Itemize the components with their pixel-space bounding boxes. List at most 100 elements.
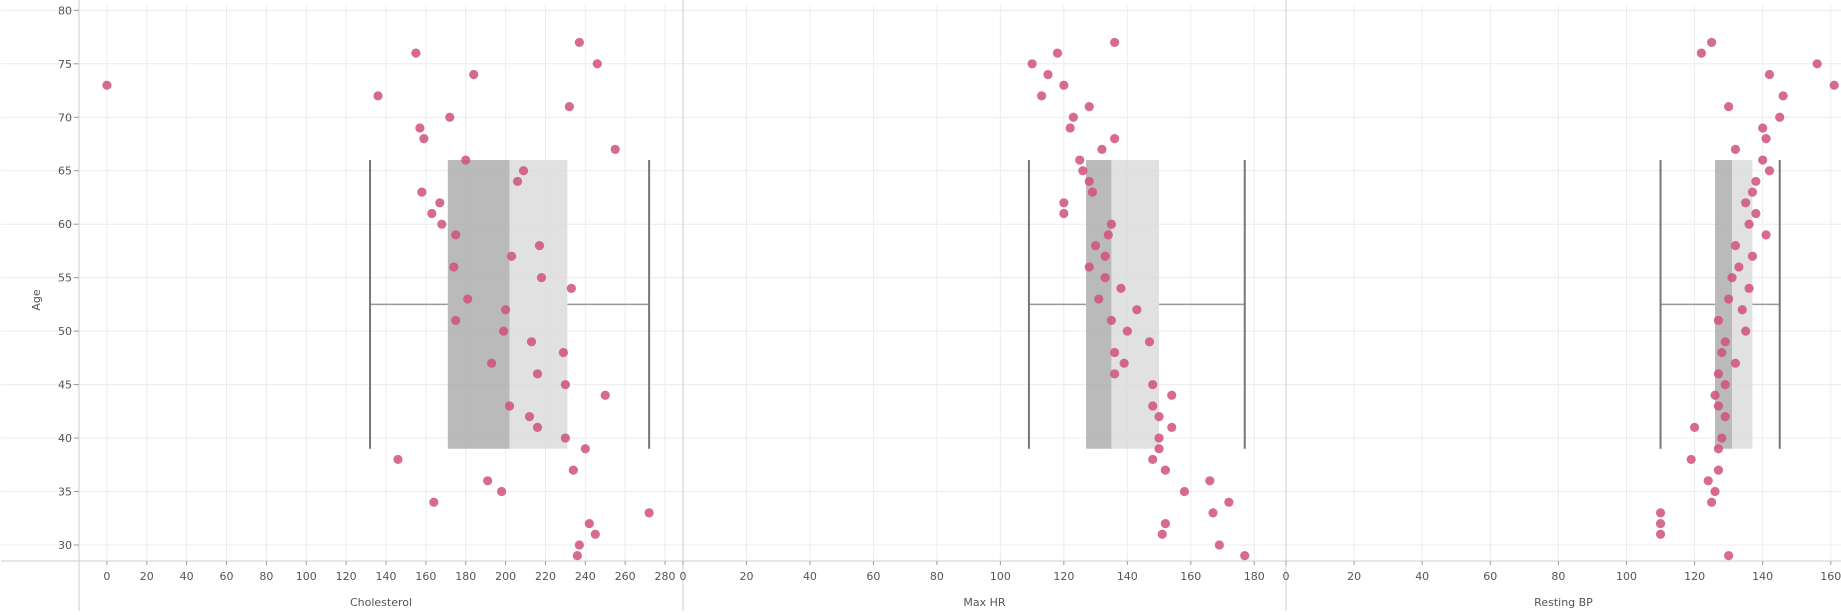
data-point bbox=[1215, 540, 1224, 549]
data-point bbox=[417, 188, 426, 197]
data-point bbox=[1094, 294, 1103, 303]
x-tick-label: 120 bbox=[336, 570, 357, 583]
data-point bbox=[1724, 102, 1733, 111]
data-point bbox=[1830, 81, 1839, 90]
data-point bbox=[561, 380, 570, 389]
data-point bbox=[419, 134, 428, 143]
data-point bbox=[507, 252, 516, 261]
data-point bbox=[1154, 433, 1163, 442]
data-point bbox=[1813, 59, 1822, 68]
data-point bbox=[567, 284, 576, 293]
data-point bbox=[1037, 91, 1046, 100]
data-point bbox=[537, 273, 546, 282]
data-point bbox=[513, 177, 522, 186]
x-tick-label: 40 bbox=[180, 570, 194, 583]
data-point bbox=[591, 530, 600, 539]
data-point bbox=[1104, 230, 1113, 239]
data-point bbox=[1107, 316, 1116, 325]
data-point bbox=[1148, 401, 1157, 410]
data-point bbox=[1656, 530, 1665, 539]
data-point bbox=[1748, 252, 1757, 261]
data-point bbox=[1167, 423, 1176, 432]
x-tick-label: 180 bbox=[455, 570, 476, 583]
data-point bbox=[1741, 327, 1750, 336]
data-point bbox=[1085, 177, 1094, 186]
data-point bbox=[561, 433, 570, 442]
data-point bbox=[1097, 145, 1106, 154]
x-tick-label: 140 bbox=[1117, 570, 1138, 583]
data-point bbox=[469, 70, 478, 79]
data-point bbox=[427, 209, 436, 218]
data-point bbox=[601, 391, 610, 400]
x-tick-label: 240 bbox=[575, 570, 596, 583]
data-point bbox=[1154, 412, 1163, 421]
data-point bbox=[1697, 49, 1706, 58]
y-tick-label: 40 bbox=[58, 432, 72, 445]
data-point bbox=[1751, 177, 1760, 186]
data-point bbox=[1066, 123, 1075, 132]
data-point bbox=[445, 113, 454, 122]
data-point bbox=[1224, 498, 1233, 507]
data-point bbox=[1161, 466, 1170, 475]
data-point bbox=[461, 155, 470, 164]
x-tick-label: 60 bbox=[220, 570, 234, 583]
data-point bbox=[435, 198, 444, 207]
data-point bbox=[1154, 444, 1163, 453]
data-point bbox=[1101, 273, 1110, 282]
data-point bbox=[1110, 38, 1119, 47]
data-point bbox=[581, 444, 590, 453]
data-point bbox=[1069, 113, 1078, 122]
data-point bbox=[1717, 433, 1726, 442]
data-point bbox=[1158, 530, 1167, 539]
x-tick-label: 0 bbox=[103, 570, 110, 583]
data-point bbox=[1714, 466, 1723, 475]
x-tick-label: 180 bbox=[1244, 570, 1265, 583]
data-point bbox=[1101, 252, 1110, 261]
data-point bbox=[1751, 209, 1760, 218]
data-point bbox=[1148, 380, 1157, 389]
data-point bbox=[1059, 209, 1068, 218]
data-point bbox=[1727, 273, 1736, 282]
data-point bbox=[1180, 487, 1189, 496]
data-point bbox=[505, 401, 514, 410]
data-point bbox=[1110, 369, 1119, 378]
data-point bbox=[1078, 166, 1087, 175]
x-tick-label: 160 bbox=[1820, 570, 1841, 583]
data-point bbox=[1714, 316, 1723, 325]
data-point bbox=[1761, 230, 1770, 239]
data-point bbox=[1148, 455, 1157, 464]
data-point bbox=[1744, 220, 1753, 229]
box-lower-quartile bbox=[448, 160, 510, 449]
data-point bbox=[533, 369, 542, 378]
data-point bbox=[1120, 359, 1129, 368]
data-point bbox=[611, 145, 620, 154]
data-point bbox=[1724, 551, 1733, 560]
x-axis-title: Resting BP bbox=[1534, 596, 1593, 609]
y-tick-label: 70 bbox=[58, 111, 72, 124]
data-point bbox=[1656, 519, 1665, 528]
y-tick-label: 65 bbox=[58, 165, 72, 178]
data-point bbox=[559, 348, 568, 357]
data-point bbox=[1775, 113, 1784, 122]
x-tick-label: 100 bbox=[1616, 570, 1637, 583]
data-point bbox=[1710, 487, 1719, 496]
data-point bbox=[1741, 198, 1750, 207]
y-axis-title: Age bbox=[30, 289, 43, 311]
data-point bbox=[1717, 348, 1726, 357]
data-point bbox=[451, 316, 460, 325]
data-point bbox=[1731, 359, 1740, 368]
data-point bbox=[1758, 123, 1767, 132]
data-point bbox=[437, 220, 446, 229]
y-tick-label: 50 bbox=[58, 325, 72, 338]
data-point bbox=[1714, 401, 1723, 410]
y-tick-label: 60 bbox=[58, 218, 72, 231]
data-point bbox=[535, 241, 544, 250]
x-tick-label: 60 bbox=[866, 570, 880, 583]
box-upper-quartile bbox=[510, 160, 568, 449]
data-point bbox=[373, 91, 382, 100]
data-point bbox=[1765, 70, 1774, 79]
data-point bbox=[1707, 498, 1716, 507]
